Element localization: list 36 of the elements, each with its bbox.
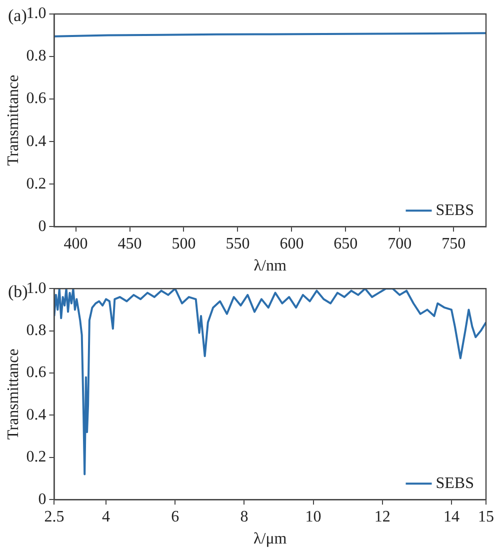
y-tick-label: 0.8 [26, 322, 46, 340]
x-tick-label: 400 [64, 235, 88, 252]
x-tick-label: 8 [240, 508, 248, 526]
y-tick-label: 0 [38, 218, 46, 235]
x-tick-label: 500 [172, 235, 196, 252]
y-tick-label: 0.4 [26, 406, 46, 424]
legend-label: SEBS [436, 202, 474, 219]
x-tick-label: 15 [478, 508, 494, 526]
x-tick-label: 700 [388, 235, 412, 252]
y-axis-title: Transmittance [4, 348, 22, 440]
y-tick-label: 1.0 [26, 5, 46, 22]
y-tick-label: 0.2 [26, 175, 46, 192]
x-tick-label: 6 [171, 508, 180, 526]
x-tick-label: 2.5 [44, 508, 64, 526]
x-tick-label: 750 [442, 235, 466, 252]
y-tick-label: 0.8 [26, 48, 46, 65]
x-tick-label: 10 [305, 508, 322, 526]
x-tick-label: 450 [118, 235, 142, 252]
legend-label: SEBS [436, 474, 474, 492]
x-axis-title: λ/nm [254, 258, 287, 275]
y-tick-label: 1.0 [26, 280, 46, 297]
x-axis-title: λ/μm [253, 530, 288, 548]
x-tick-label: 12 [374, 508, 390, 526]
y-tick-label: 0.2 [26, 448, 46, 466]
x-tick-label: 550 [226, 235, 250, 252]
x-tick-label: 4 [102, 508, 110, 526]
y-tick-label: 0.4 [26, 132, 46, 150]
x-tick-label: 14 [443, 508, 460, 526]
text: (a) [8, 6, 27, 26]
x-tick-label: 600 [280, 235, 304, 252]
y-axis-title: Transmittance [4, 74, 22, 166]
y-tick-label: 0 [38, 490, 46, 508]
y-tick-label: 0.6 [26, 364, 46, 382]
text: (b) [8, 282, 28, 302]
y-tick-label: 0.6 [26, 90, 46, 108]
x-tick-label: 650 [334, 235, 358, 252]
